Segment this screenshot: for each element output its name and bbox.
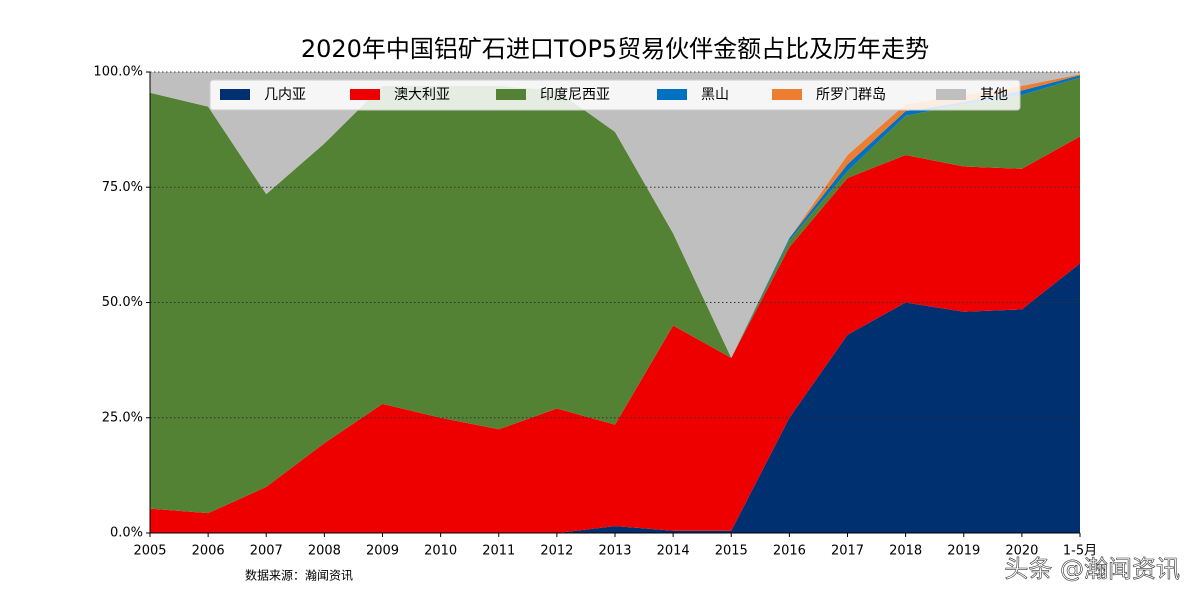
x-tick-label: 2017	[831, 544, 864, 559]
y-tick-label: 25.0%	[102, 410, 143, 425]
legend-swatch	[772, 89, 802, 100]
x-tick-label: 2016	[773, 544, 806, 559]
legend: 几内亚 澳大利亚 印度尼西亚 黑山 所罗门群岛 其他	[209, 79, 1021, 111]
legend-swatch	[936, 89, 966, 100]
legend-swatch	[657, 89, 687, 100]
x-tick-label: 2011	[482, 544, 515, 559]
legend-label: 几内亚	[264, 87, 306, 103]
legend-label: 黑山	[701, 87, 729, 103]
y-tick-label: 75.0%	[102, 180, 143, 195]
area	[150, 263, 1080, 533]
area	[150, 77, 1080, 514]
watermark: 头条 @瀚闻资讯	[1004, 555, 1180, 583]
x-tick-label: 2013	[598, 544, 631, 559]
x-tick-label: 2014	[657, 544, 690, 559]
x-tick-label: 2020	[1005, 544, 1038, 559]
x-tick-label: 2006	[192, 544, 225, 559]
source-note: 数据来源：瀚闻资讯	[245, 568, 353, 583]
x-tick-label: 1-5月	[1063, 544, 1097, 559]
x-tick-label: 2019	[947, 544, 980, 559]
legend-box	[209, 79, 1021, 111]
area	[150, 136, 1080, 534]
y-tick-label: 50.0%	[102, 295, 143, 310]
legend-label: 印度尼西亚	[540, 87, 610, 103]
legend-label: 澳大利亚	[394, 87, 450, 103]
chart-title: 2020年中国铝矿石进口TOP5贸易伙伴金额占比及历年走势	[301, 35, 929, 63]
y-tick-label: 0.0%	[110, 526, 143, 541]
x-tick-label: 2015	[715, 544, 748, 559]
legend-swatch	[496, 89, 526, 100]
x-tick-label: 2008	[308, 544, 341, 559]
x-tick-label: 2018	[889, 544, 922, 559]
legend-swatch	[350, 89, 380, 100]
area	[150, 72, 1080, 358]
legend-label: 所罗门群岛	[816, 87, 886, 103]
x-tick-label: 2012	[540, 544, 573, 559]
x-tick-label: 2009	[366, 544, 399, 559]
legend-swatch	[220, 89, 250, 100]
x-tick-label: 2005	[133, 544, 166, 559]
x-tick-label: 2010	[424, 544, 457, 559]
x-tick-label: 2007	[250, 544, 283, 559]
legend-label: 其他	[980, 87, 1008, 103]
y-tick-label: 100.0%	[93, 65, 143, 80]
